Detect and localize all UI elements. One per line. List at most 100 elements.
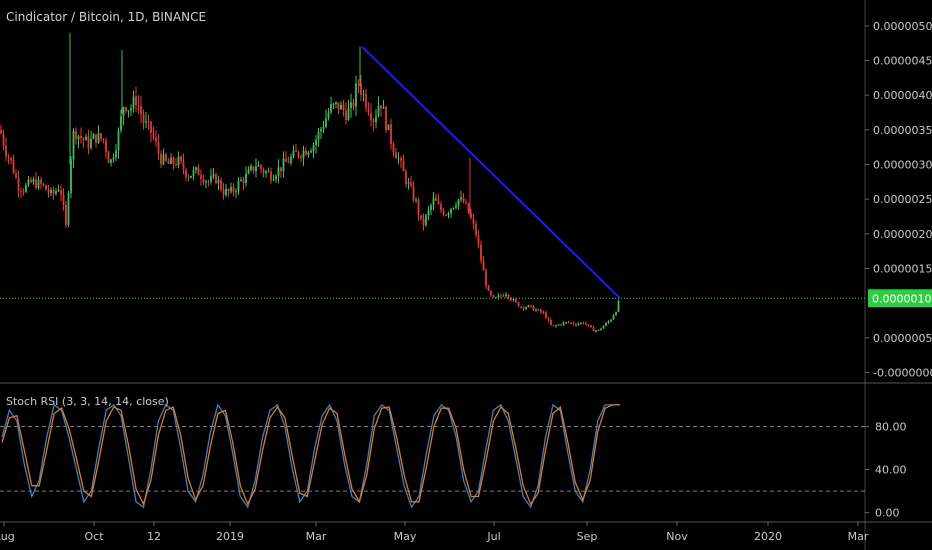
candle-body [545,312,547,319]
candle-body [350,102,352,108]
candle-body [255,166,257,171]
trendline [361,45,621,299]
candle-body [435,197,437,201]
candle-body [72,130,75,160]
candle-body [565,322,567,324]
candle-body [112,157,115,160]
candle-body [500,295,502,297]
candle-body [445,214,447,216]
candle-body [357,83,360,85]
candle-body [422,218,425,226]
candle-body [260,165,262,170]
candle-body [132,96,135,109]
candle-body [45,185,47,190]
candle-body [5,145,7,157]
candle-body [362,93,365,95]
candle-body [235,191,237,193]
candle-body [57,190,60,192]
candle-body [82,138,85,141]
candle-body [330,104,332,113]
candle-body [482,260,485,271]
chart-title: Cindicator / Bitcoin, 1D, BINANCE [6,10,207,24]
candle-body [207,181,210,183]
candle-body [365,93,367,108]
candle-body [270,171,272,181]
candle-body [0,129,2,134]
candle-body [402,160,405,172]
stoch-k-line [1,403,620,509]
candle-body [497,295,500,298]
candle-body [242,179,245,183]
candle-body [342,104,345,111]
candle-body [90,138,92,149]
candle-body [185,169,187,178]
candle-body [517,302,520,307]
candle-body [392,144,395,153]
candle-body [85,136,87,141]
candle-body [7,156,10,158]
candle-body [552,325,555,327]
candle-body [527,305,530,308]
candle-body [605,322,607,326]
candle-body [217,180,220,184]
candle-body [137,104,140,107]
candle-body [102,139,105,141]
candle-body [360,84,362,95]
candle-body [187,177,190,179]
candle-body [32,179,35,183]
candle-body [122,107,125,117]
candle-body [585,323,587,325]
candle-body [582,322,585,324]
candle-body [47,189,50,194]
candle-body [205,181,207,183]
candle-body [472,218,475,225]
candle-body [405,171,407,184]
candle-body [220,180,222,190]
stoch-axis-tick-label: 40.00 [875,464,907,477]
candle-body [17,177,20,191]
candle-body [252,166,255,171]
candle-body [377,105,380,117]
candle-body [577,323,580,326]
candle-body [265,171,267,174]
candle-body [387,124,390,131]
candle-body [10,157,12,161]
candle-body [180,156,182,162]
candle-body [190,175,192,178]
stoch-d-line [1,404,620,506]
candle-body [77,135,80,140]
candle-body [272,179,275,181]
candle-body [485,270,487,286]
candle-body [267,171,270,173]
candle-body [277,167,280,177]
candle-body [15,172,17,178]
candle-body [590,325,592,328]
candle-body [610,319,612,322]
candle-body [452,207,455,209]
candle-body [312,145,315,152]
candle-body [575,324,577,326]
candle-body [305,150,307,155]
candle-body [615,311,617,316]
candle-body [202,178,205,183]
candle-body [457,199,460,206]
candle-body [437,200,440,205]
candle-body [537,309,540,311]
candle-body [412,185,415,201]
candle-body [22,191,25,193]
candle-body [572,322,575,325]
candle-body [227,189,230,192]
candle-body [170,157,172,164]
candle-body [567,322,570,324]
candle-body [177,156,180,166]
time-axis-tick-label: Jul [486,530,500,543]
candle-body [415,199,417,201]
candle-body [540,309,542,313]
time-axis-tick-label: Mar [848,530,869,543]
candle-body [167,160,170,164]
candle-body [295,150,297,152]
candle-body [512,299,515,301]
candle-body [390,124,392,145]
